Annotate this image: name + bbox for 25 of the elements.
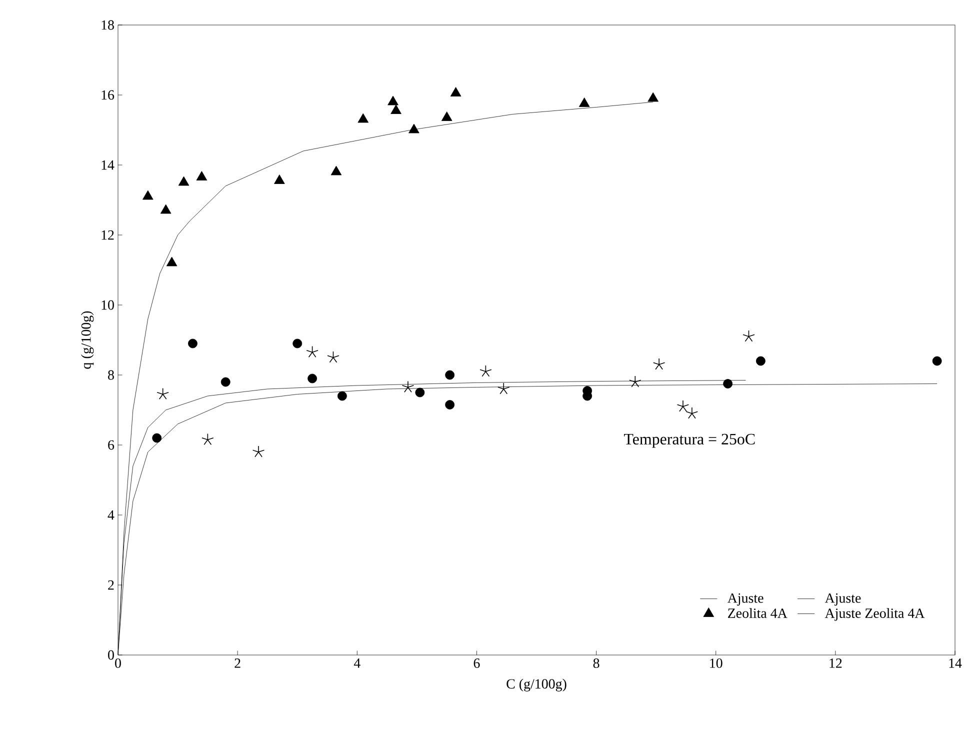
x-tick-label: 14 bbox=[949, 658, 962, 668]
x-tick-label: 10 bbox=[710, 658, 722, 668]
y-tick-label: 14 bbox=[102, 160, 114, 170]
legend-label: Ajuste bbox=[824, 593, 861, 606]
annotation: Temperatura = 25oC bbox=[624, 434, 755, 448]
y-tick-label: 16 bbox=[102, 90, 114, 100]
x-tick-label: 6 bbox=[474, 658, 480, 668]
legend-label: Zeolita 4A bbox=[728, 608, 788, 618]
x-tick-label: 12 bbox=[830, 658, 842, 668]
y-tick-label: 2 bbox=[108, 580, 114, 590]
x-tick-label: 0 bbox=[115, 658, 121, 668]
y-tick-label: 10 bbox=[102, 300, 114, 310]
y-tick-label: 18 bbox=[102, 20, 114, 30]
y-tick-label: 4 bbox=[108, 510, 114, 520]
y-tick-label: 6 bbox=[108, 440, 114, 450]
legend-label: Ajuste Zeolita 4A bbox=[824, 608, 925, 621]
x-tick-label: 4 bbox=[354, 658, 360, 668]
y-tick-label: 8 bbox=[108, 370, 114, 380]
y-axis-title: q (g/100g) bbox=[80, 311, 94, 369]
legend-label: Ajuste bbox=[727, 593, 764, 606]
y-tick-label: 0 bbox=[108, 650, 114, 660]
y-tick-label: 12 bbox=[102, 230, 114, 240]
x-tick-label: 2 bbox=[234, 658, 240, 668]
x-tick-label: 8 bbox=[593, 658, 600, 668]
x-axis-title: C (g/100g) bbox=[506, 678, 566, 692]
